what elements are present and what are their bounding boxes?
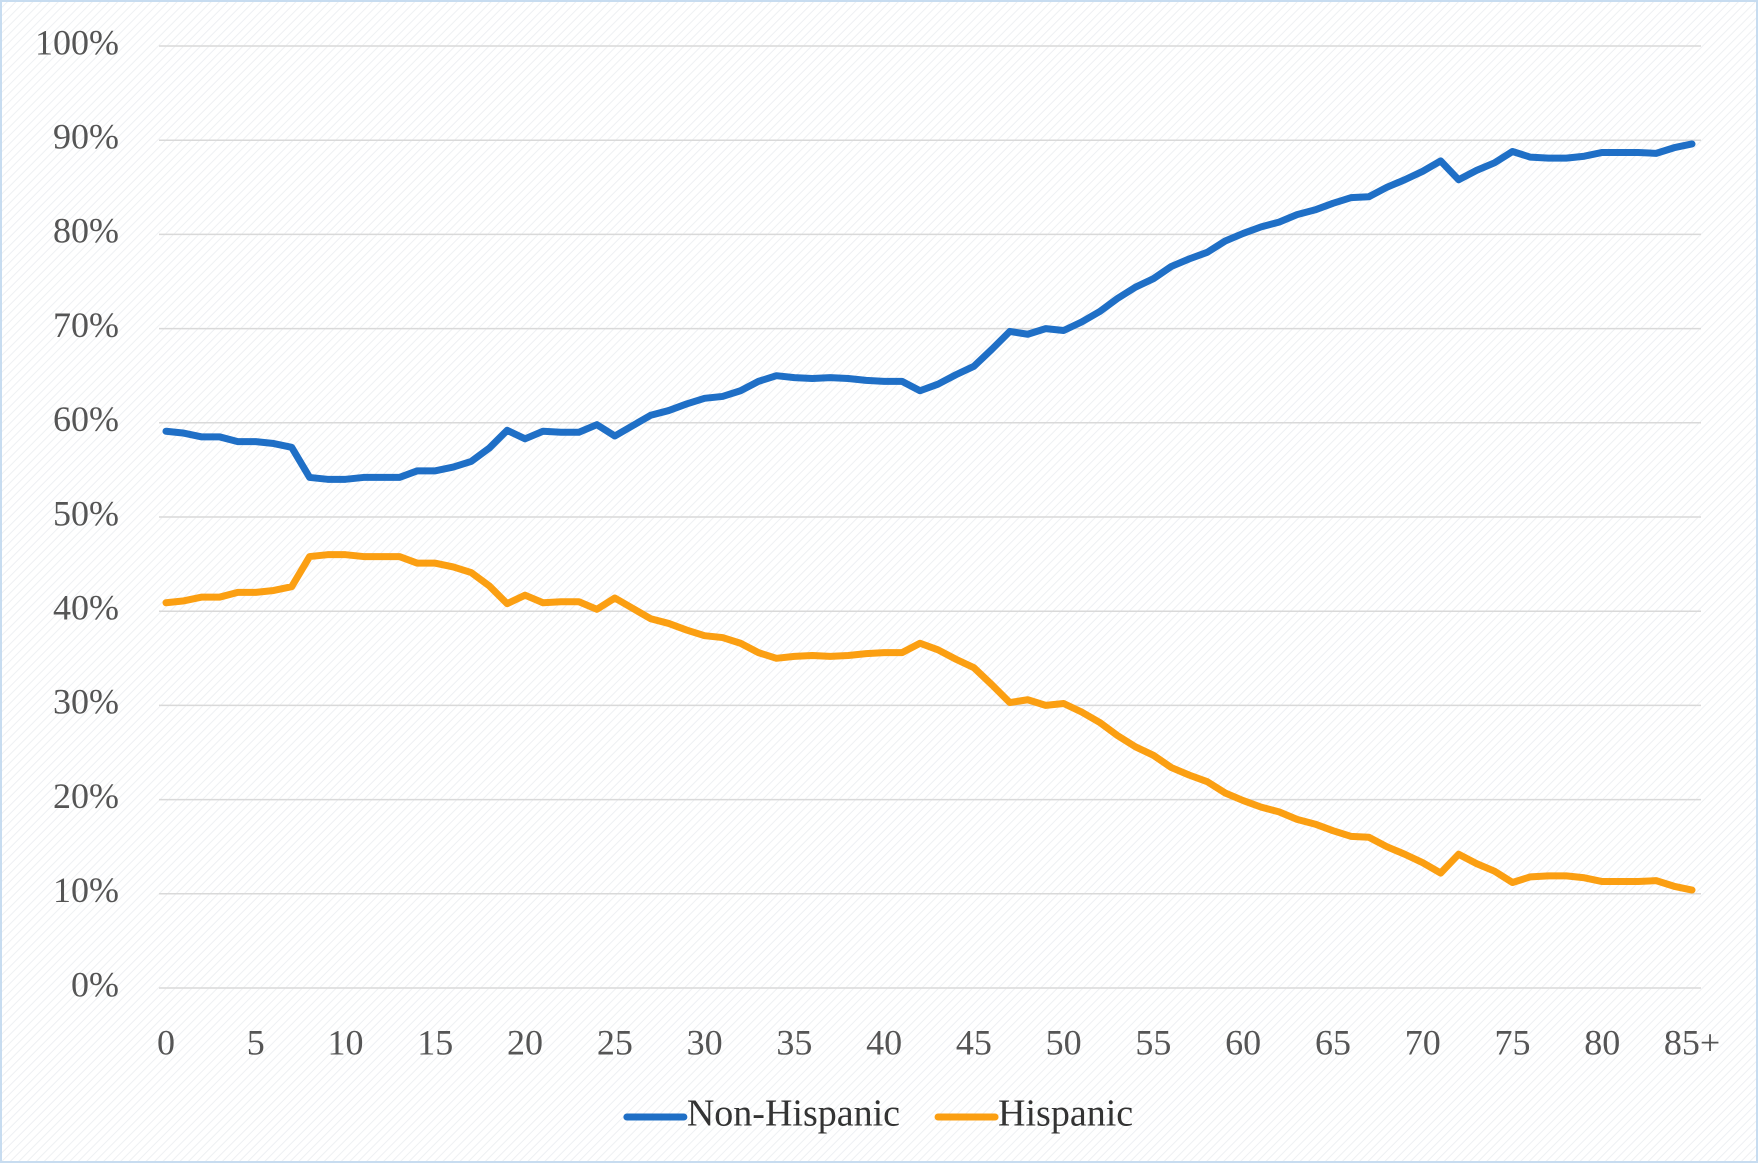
y-tick-label: 10% <box>53 870 119 910</box>
y-tick-label: 0% <box>71 964 119 1004</box>
y-tick-label: 80% <box>53 211 119 251</box>
y-tick-label: 20% <box>53 776 119 816</box>
legend-label: Non-Hispanic <box>687 1093 900 1135</box>
x-tick-label: 65 <box>1315 1022 1351 1062</box>
series-line <box>162 140 1696 483</box>
x-tick-label: 60 <box>1225 1022 1261 1062</box>
y-tick-label: 40% <box>53 587 119 627</box>
x-tick-label: 30 <box>687 1022 723 1062</box>
legend-label: Hispanic <box>998 1093 1133 1135</box>
x-tick-label: 25 <box>597 1022 633 1062</box>
y-tick-label: 30% <box>53 682 119 722</box>
y-tick-label: 100% <box>35 22 119 62</box>
x-tick-label: 5 <box>247 1022 265 1062</box>
x-tick-label: 20 <box>507 1022 543 1062</box>
y-tick-label: 90% <box>53 116 119 156</box>
x-tick-label: 85+ <box>1664 1022 1720 1062</box>
x-tick-label: 0 <box>157 1022 175 1062</box>
x-tick-label: 55 <box>1135 1022 1171 1062</box>
x-tick-label: 35 <box>776 1022 812 1062</box>
x-tick-label: 50 <box>1046 1022 1082 1062</box>
x-tick-label: 45 <box>956 1022 992 1062</box>
y-tick-label: 50% <box>53 493 119 533</box>
x-tick-label: 10 <box>328 1022 364 1062</box>
x-tick-label: 40 <box>866 1022 902 1062</box>
x-tick-label: 80 <box>1584 1022 1620 1062</box>
y-tick-label: 70% <box>53 305 119 345</box>
x-tick-label: 15 <box>417 1022 453 1062</box>
x-tick-label: 75 <box>1494 1022 1530 1062</box>
series-line <box>162 551 1696 894</box>
x-tick-label: 70 <box>1405 1022 1441 1062</box>
y-tick-label: 60% <box>53 399 119 439</box>
